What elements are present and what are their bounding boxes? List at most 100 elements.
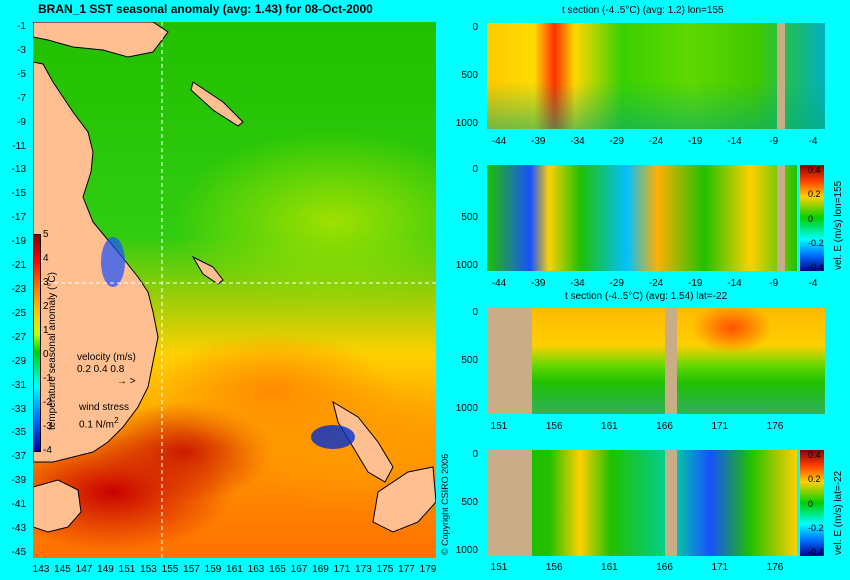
map-lat-tick: -9 <box>17 116 26 128</box>
panel-3-x-tick: 161 <box>601 421 618 432</box>
wind-legend: wind stress 0.1 N/m2 <box>79 402 129 431</box>
panel-3-x-tick: 176 <box>766 421 784 432</box>
map-lon-tick: 159 <box>204 564 222 575</box>
panel-2-colorbar-tick: 0.4 <box>808 165 821 175</box>
map-lon-tick: 151 <box>118 564 136 575</box>
panel-1-title: t section (-4..5°C) (avg: 1.2) lon=155 <box>562 5 724 16</box>
panel-2-plot <box>487 165 797 271</box>
panel-4-colorbar-ticks: 0.4 0.2 0 -0.2 -0.4 <box>808 450 828 557</box>
panel-3-y-tick: 500 <box>461 355 478 366</box>
colorbar-tick: 5 <box>43 229 49 240</box>
panel-2-y-tick: 500 <box>461 212 478 223</box>
panel-2-x-tick: -4 <box>808 278 818 289</box>
panel-4-colorbar <box>800 450 824 556</box>
map-lon-tick: 145 <box>54 564 71 575</box>
map-overlay <box>33 22 436 558</box>
panel-4-y-tick: 1000 <box>455 545 478 556</box>
panel-2-x-tick: -29 <box>609 278 624 289</box>
panel-1-y-tick: 500 <box>461 70 478 81</box>
panel-3-y-axis: 0 500 1000 <box>440 308 482 414</box>
map-lat-tick: -19 <box>11 236 26 248</box>
panel-2-land <box>777 165 785 271</box>
panel-4-colorbar-tick: 0 <box>808 498 814 509</box>
panel-1-x-tick: -9 <box>769 136 779 147</box>
colorbar-tick: 0 <box>43 349 49 360</box>
panel-4-land-west <box>487 450 532 556</box>
panel-3-x-tick: 171 <box>711 421 729 432</box>
panel-4-y-tick: 0 <box>472 449 478 460</box>
panel-4-x-tick: 171 <box>711 562 729 573</box>
map-lon-tick: 157 <box>183 564 200 575</box>
panel-2-y-tick: 0 <box>472 164 478 175</box>
panel-4-x-tick: 176 <box>766 562 784 573</box>
panel-4-x-tick: 166 <box>656 562 673 573</box>
panel-4-land-mid <box>665 450 677 556</box>
map-lat-tick: -45 <box>11 547 26 558</box>
map-lat-tick: -21 <box>11 260 26 272</box>
map-lat-tick: -37 <box>11 451 26 463</box>
panel-1-y-axis: 0 500 1000 <box>440 23 482 129</box>
map-lon-tick: 147 <box>75 564 93 575</box>
panel-2-x-tick: -44 <box>491 278 507 289</box>
panel-2-x-tick: -39 <box>531 278 546 289</box>
panel-3-x-tick: 166 <box>656 421 673 432</box>
map-lat-tick: -27 <box>11 331 26 343</box>
map-lat-axis: -1 -3 -5 -7 -9 -11 -13 -15 -17 -19 -21 -23 -25 -27 -29… <box>0 22 30 558</box>
map-lon-tick: 149 <box>97 564 114 575</box>
panel-3-land-mid <box>665 308 677 414</box>
panel-1-x-axis: -44 -39 -34 -29 -24 -19 -14 -9 -4 <box>487 137 825 149</box>
map-lat-tick: -41 <box>11 499 26 511</box>
panel-2-x-axis: -44 -39 -34 -29 -24 -19 -14 -9 -4 <box>487 279 825 291</box>
panel-1-plot <box>487 23 825 129</box>
panel-2-colorbar <box>800 165 824 271</box>
panel-1-x-tick: -44 <box>491 136 507 147</box>
new-caledonia <box>191 255 224 285</box>
panel-4-x-tick: 161 <box>601 562 618 573</box>
panel-2-x-tick: -14 <box>727 278 742 289</box>
velocity-legend-title: velocity (m/s) <box>77 352 136 363</box>
map-lat-tick: -3 <box>17 44 26 56</box>
panel-4-x-axis: 151 156 161 166 171 176 <box>487 563 825 575</box>
map-lat-tick: -7 <box>17 92 26 104</box>
new-guinea-landmass <box>33 22 169 58</box>
velocity-legend-values: 0.2 0.4 0.8 <box>77 364 125 375</box>
map-lat-tick: -35 <box>11 427 26 439</box>
panel-2-colorbar-tick: 0.2 <box>808 189 821 200</box>
panel-2-y-axis: 0 500 1000 <box>440 165 482 271</box>
map-lon-tick: 173 <box>355 564 372 575</box>
panel-3-x-tick: 156 <box>545 421 563 432</box>
panel-3-x-tick: 151 <box>490 421 508 432</box>
map-lon-tick: 175 <box>376 564 394 575</box>
panel-4-y-axis: 0 500 1000 <box>440 450 482 556</box>
velocity-legend: velocity (m/s) 0.2 0.4 0.8 → > <box>77 352 136 388</box>
panel-2-x-tick: -19 <box>688 278 703 289</box>
cold-anomaly-tasman <box>311 425 355 449</box>
panel-1-x-tick: -39 <box>531 136 546 147</box>
map-lat-tick: -17 <box>11 212 26 224</box>
panel-2-x-tick: -9 <box>769 278 779 289</box>
colorbar-tick: -1 <box>43 373 52 384</box>
panel-3-y-tick: 0 <box>472 307 478 318</box>
australia-landmass <box>33 61 159 463</box>
map-lon-tick: 163 <box>247 564 265 575</box>
wind-legend-title: wind stress <box>79 402 130 413</box>
panel-4-colorbar-tick: -0.2 <box>808 522 824 533</box>
map-lat-tick: -15 <box>11 188 26 200</box>
map-lon-tick: 169 <box>312 564 329 575</box>
colorbar-tick: 4 <box>43 253 49 264</box>
map-lat-tick: -29 <box>11 355 26 367</box>
map-lat-tick: -39 <box>11 475 26 487</box>
panel-2-x-tick: -34 <box>570 278 585 289</box>
panel-4-colorbar-tick: 0.2 <box>808 474 821 485</box>
panel-2-y-tick: 1000 <box>455 260 478 271</box>
panel-2-colorbar-tick: -0.2 <box>808 237 824 248</box>
cold-anomaly-coast <box>101 237 125 287</box>
panel-3-x-axis: 151 156 161 166 171 176 <box>487 422 825 434</box>
map-lon-tick: 171 <box>333 564 351 575</box>
colorbar-tick: 3 <box>43 277 49 288</box>
colorbar-tick: -2 <box>43 397 52 408</box>
panel-3-title: t section (-4..5°C) (avg: 1.54) lat=-22 <box>565 291 728 302</box>
tasmania-landmass <box>33 479 82 533</box>
map-lon-tick: 143 <box>32 564 50 575</box>
panel-2-colorbar-tick: 0 <box>808 213 814 224</box>
